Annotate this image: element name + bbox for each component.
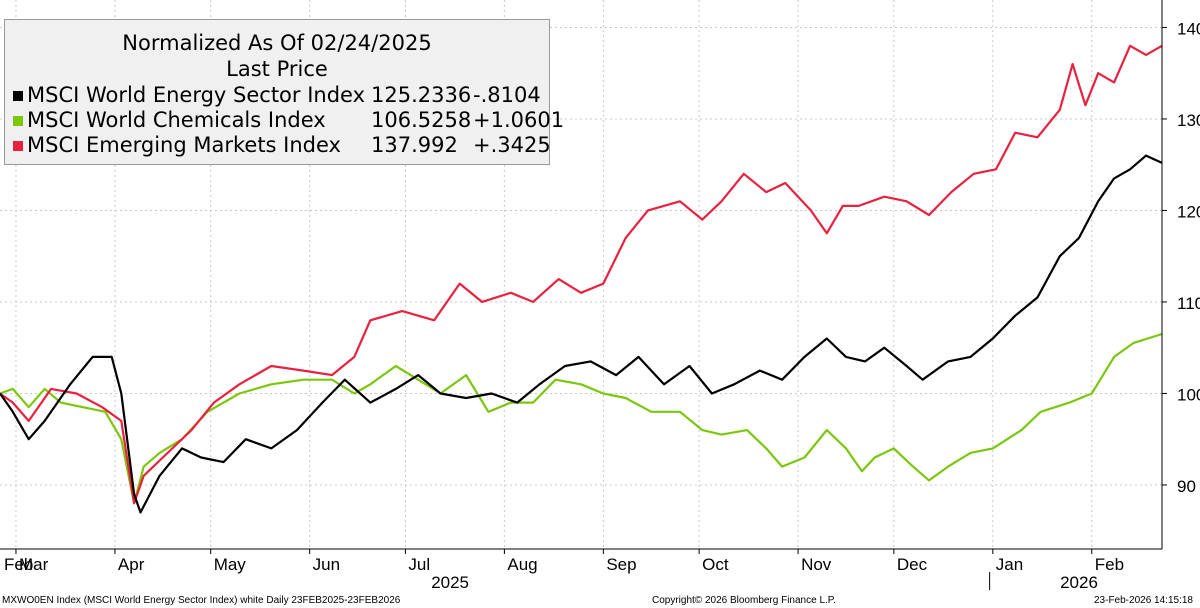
legend-header-normalized: Normalized As Of 02/24/2025 xyxy=(122,31,432,55)
series-lines xyxy=(0,44,1163,514)
legend-last-chemicals: 106.5258 xyxy=(371,108,472,132)
footer-bar: MXWO0EN Index (MSCI World Energy Sector … xyxy=(0,590,1200,608)
x-tick-label: Sep xyxy=(606,555,636,574)
y-tick-label: 100 xyxy=(1177,385,1200,404)
x-tick-label: Feb xyxy=(1095,555,1124,574)
legend-last-emerging: 137.992 xyxy=(371,133,458,157)
footer-ticker-description: MXWO0EN Index (MSCI World Energy Sector … xyxy=(2,595,401,606)
series-line-0 xyxy=(0,332,1163,505)
axes: 90100110120130140FebMarAprMayJunJulAugSe… xyxy=(4,19,1200,590)
legend-name-energy: MSCI World Energy Sector Index xyxy=(27,83,366,107)
x-tick-label: Jan xyxy=(996,555,1023,574)
x-tick-label: May xyxy=(214,555,247,574)
y-tick-label: 90 xyxy=(1177,477,1196,496)
legend-change-emerging: +.3425 xyxy=(473,133,551,157)
x-tick-label: Feb xyxy=(4,555,33,574)
legend-name-emerging: MSCI Emerging Markets Index xyxy=(27,133,341,157)
footer-copyright: Copyright© 2026 Bloomberg Finance L.P. xyxy=(652,595,836,606)
legend-entry-emerging: MSCI Emerging Markets Index 137.992 +.34… xyxy=(13,132,551,158)
legend-entry-chemicals: MSCI World Chemicals Index 106.5258 +1.0… xyxy=(13,107,564,133)
legend-last-energy: 125.2336 xyxy=(371,83,472,107)
y-tick-label: 140 xyxy=(1177,19,1200,38)
year-label: 2026 xyxy=(1060,573,1098,590)
x-tick-label: Apr xyxy=(118,555,145,574)
y-tick-label: 120 xyxy=(1177,202,1200,221)
x-tick-label: Nov xyxy=(801,555,832,574)
legend-header-last-price: Last Price xyxy=(226,57,328,81)
legend-name-chemicals: MSCI World Chemicals Index xyxy=(27,108,326,132)
legend-swatch-energy xyxy=(13,91,23,101)
x-tick-label: Jul xyxy=(408,555,430,574)
series-line-1 xyxy=(0,44,1163,505)
year-label: 2025 xyxy=(431,573,469,590)
x-tick-label: Aug xyxy=(507,555,537,574)
y-tick-label: 130 xyxy=(1177,111,1200,130)
y-tick-label: 110 xyxy=(1177,294,1200,313)
footer-timestamp: 23-Feb-2026 14:15:18 xyxy=(1094,595,1193,606)
x-tick-label: Oct xyxy=(702,555,729,574)
chart-legend: Normalized As Of 02/24/2025 Last Price M… xyxy=(4,19,564,165)
legend-change-chemicals: +1.0601 xyxy=(473,108,565,132)
legend-change-energy: -.8104 xyxy=(473,83,541,107)
x-tick-label: Jun xyxy=(313,555,340,574)
legend-entry-energy: MSCI World Energy Sector Index 125.2336 … xyxy=(13,82,541,108)
series-line-2 xyxy=(0,154,1163,514)
x-tick-label: Mar xyxy=(19,555,49,574)
x-tick-label: Dec xyxy=(897,555,928,574)
legend-swatch-chemicals xyxy=(13,116,23,126)
legend-swatch-emerging xyxy=(13,141,23,151)
